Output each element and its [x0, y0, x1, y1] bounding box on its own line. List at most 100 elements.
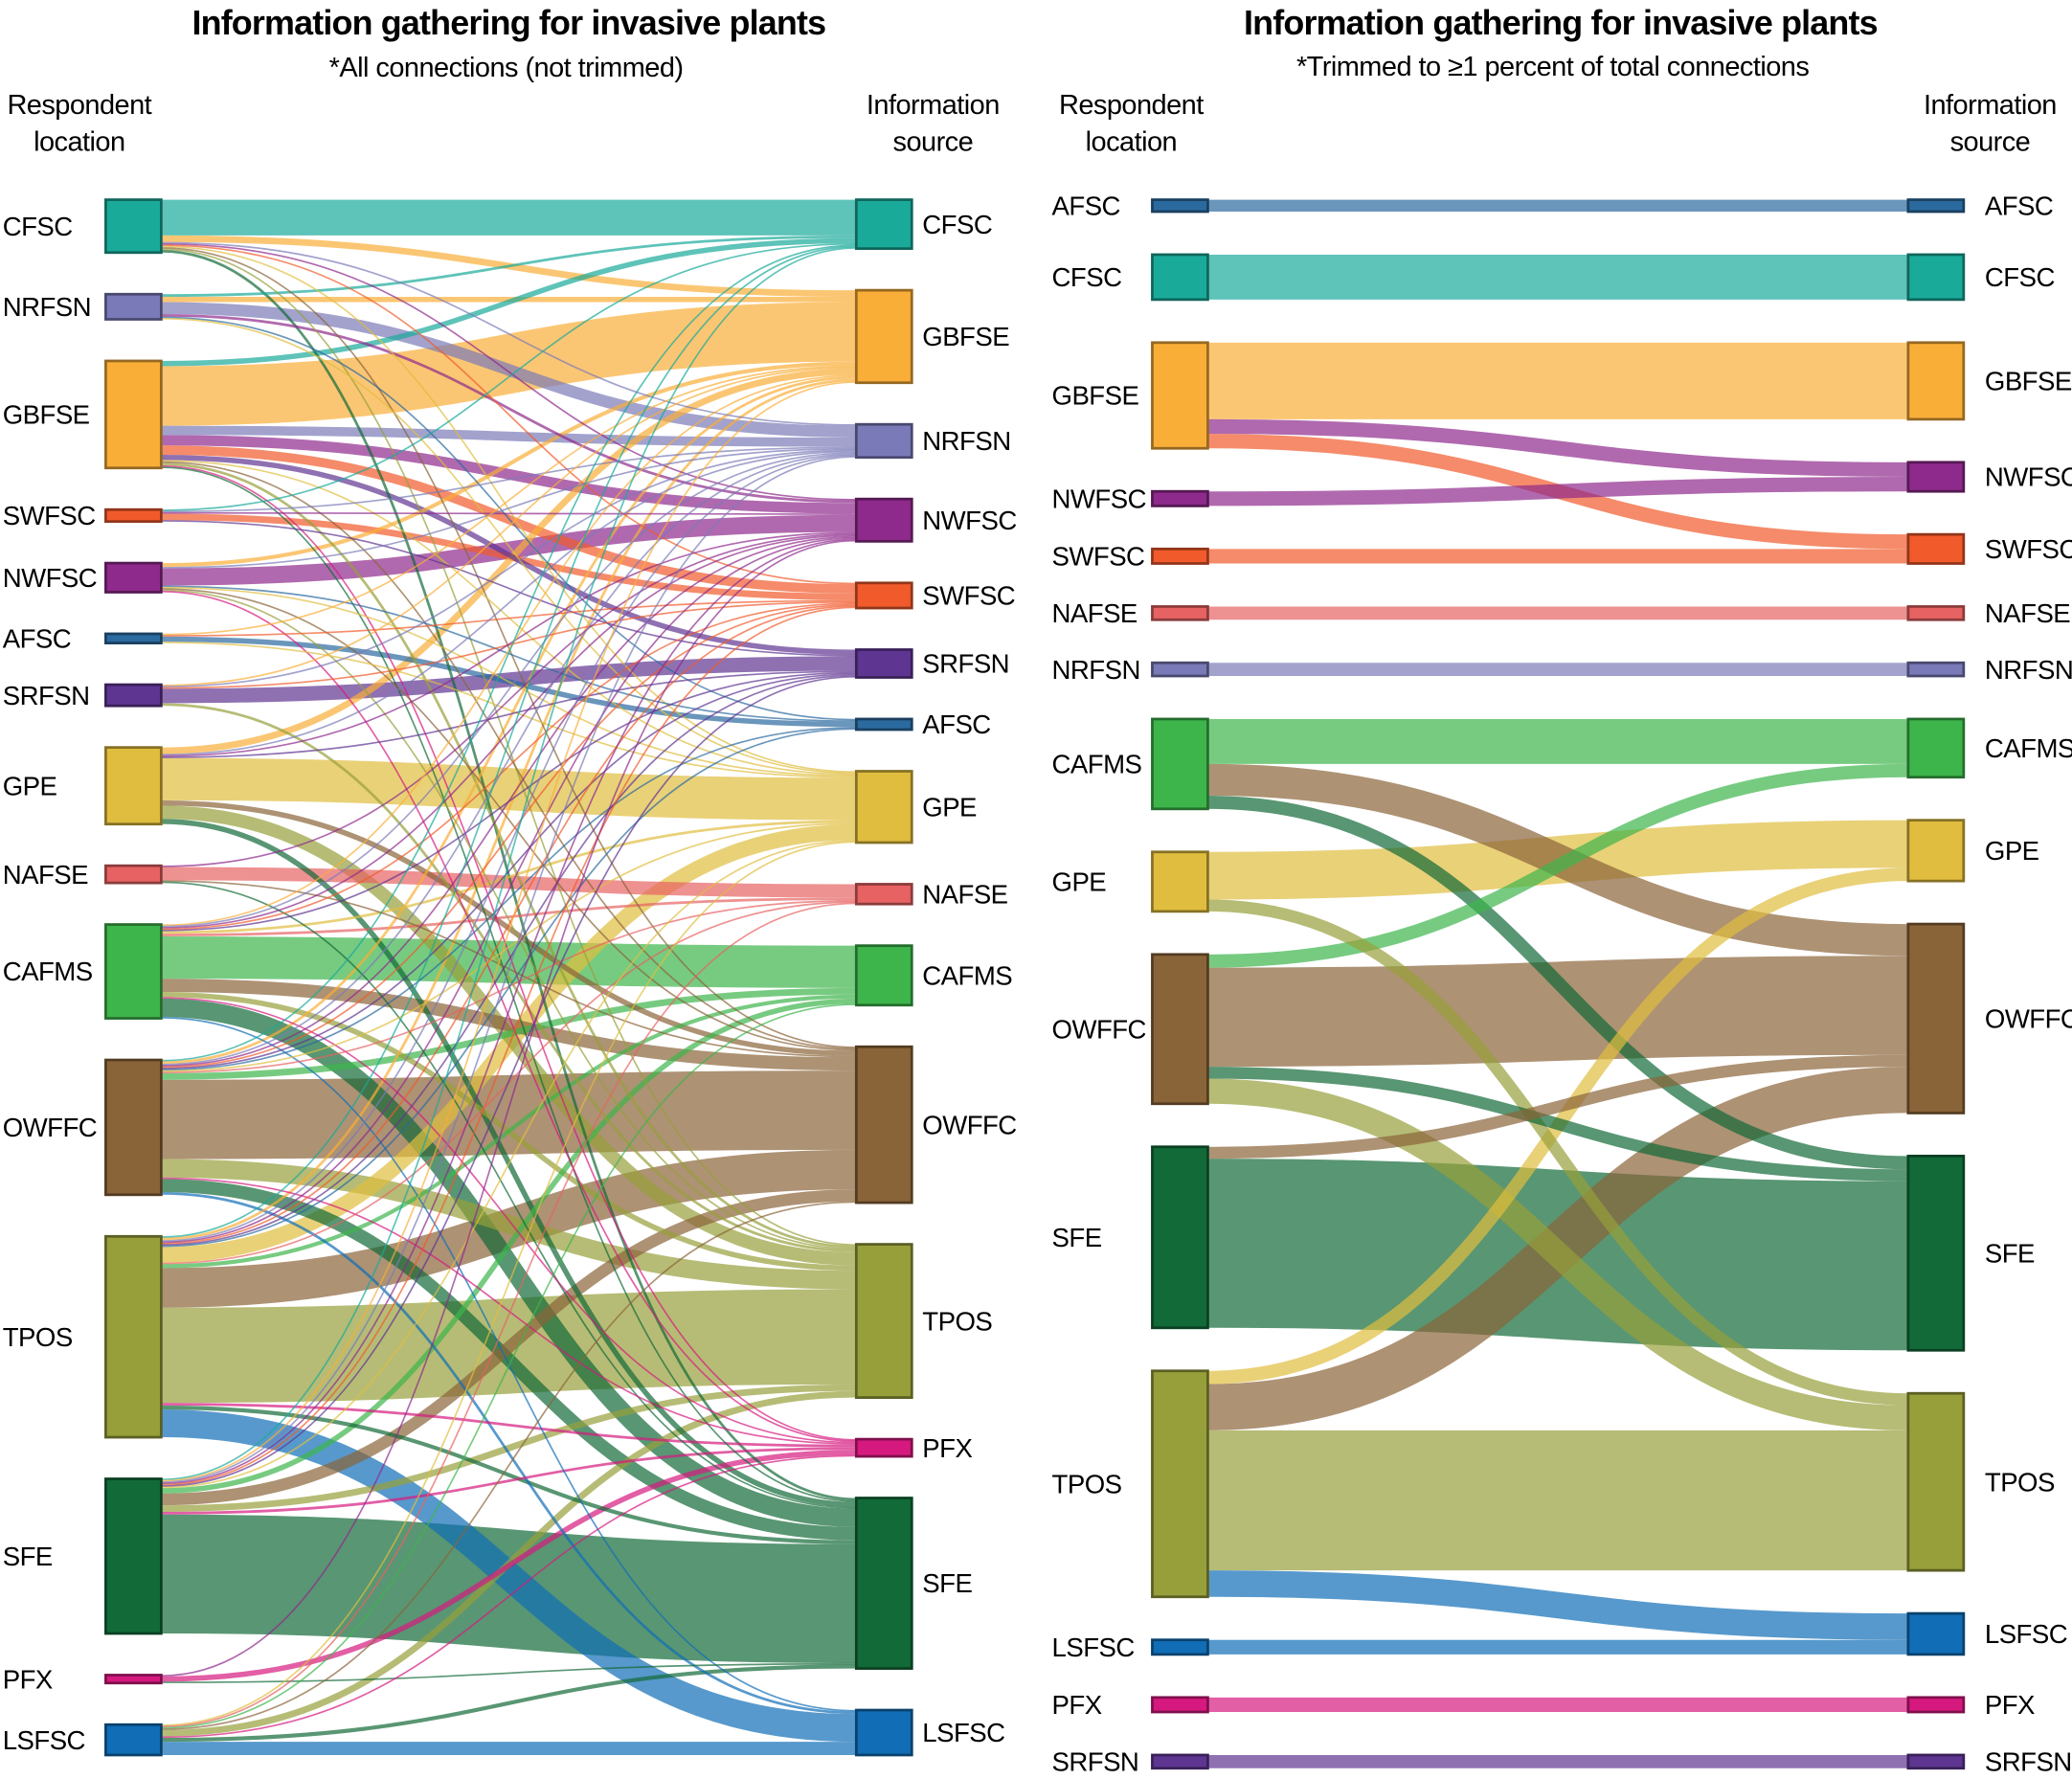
link-owffc-to-cafms: [161, 987, 857, 1080]
link-srfsn-to-tpos: [161, 703, 857, 1252]
source-node-label: TPOS: [1985, 1467, 2055, 1497]
link-owffc-to-sfe: [1207, 1067, 1908, 1182]
link-owffc-to-srfsn: [161, 673, 857, 1070]
source-node-label: GBFSE: [1985, 367, 2072, 396]
link-sfe-to-gbfse: [161, 381, 857, 1482]
right-header-line2: source: [1950, 127, 2031, 158]
left-header-line2: location: [1086, 127, 1177, 158]
link-nafse-to-sfe: [161, 881, 857, 1509]
respondent-node-label: PFX: [3, 1664, 53, 1694]
link-tpos-to-nrfsn: [161, 454, 857, 1242]
source-node-label: PFX: [922, 1433, 972, 1463]
source-node-gbfse: [1906, 341, 1966, 421]
respondent-node-label: CFSC: [3, 212, 73, 241]
chart-title: Information gathering for invasive plant…: [1244, 4, 1878, 42]
source-node-label: AFSC: [922, 709, 990, 739]
respondent-node-label: SWFSC: [3, 501, 96, 530]
link-gpe-to-gpe: [161, 757, 857, 821]
respondent-node-label: SRFSN: [1052, 1747, 1139, 1777]
link-owffc-to-tpos: [1207, 1078, 1908, 1430]
link-nrfsn-to-nwfsc: [161, 313, 857, 504]
link-owffc-to-owffc: [161, 1070, 857, 1160]
link-cfsc-to-gpe: [161, 245, 857, 773]
link-cafms-to-swfsc: [161, 602, 857, 931]
link-owffc-to-gpe: [161, 822, 857, 1072]
respondent-node-label: AFSC: [3, 623, 71, 653]
source-node-cafms: [1906, 717, 1966, 779]
source-node-lsfsc: [854, 1708, 913, 1757]
link-nwfsc-to-gbfse: [161, 361, 857, 568]
respondent-node-pfx: [104, 1674, 163, 1685]
source-node-label: PFX: [1985, 1690, 2035, 1720]
link-cafms-to-nafse: [161, 897, 857, 936]
source-node-label: OWFFC: [922, 1110, 1016, 1139]
source-node-label: OWFFC: [1985, 1003, 2072, 1033]
source-node-label: GBFSE: [922, 322, 1009, 351]
source-node-label: CFSC: [1985, 262, 2055, 292]
respondent-node-label: GBFSE: [3, 400, 90, 430]
source-node-label: TPOS: [922, 1306, 992, 1336]
right-header-line2: source: [893, 127, 974, 158]
source-node-label: SWFSC: [1985, 534, 2072, 564]
link-sfe-to-nwfsc: [161, 538, 857, 1485]
link-sfe-to-srfsn: [161, 675, 857, 1487]
source-node-label: SRFSN: [1985, 1747, 2072, 1777]
link-nwfsc-to-nwfsc: [161, 514, 857, 586]
source-node-label: LSFSC: [922, 1718, 1004, 1747]
respondent-node-owffc: [104, 1058, 163, 1197]
respondent-node-nafse: [1151, 605, 1209, 621]
respondent-node-tpos: [1151, 1369, 1209, 1599]
respondent-node-label: LSFSC: [1052, 1633, 1135, 1662]
link-owffc-to-nwfsc: [161, 535, 857, 1068]
respondent-node-label: AFSC: [1052, 191, 1120, 220]
right-header-line1: Information: [867, 90, 1000, 121]
source-node-label: SFE: [922, 1568, 972, 1598]
source-node-srfsn: [854, 648, 913, 679]
source-node-label: SRFSN: [922, 649, 1009, 679]
respondent-node-label: OWFFC: [3, 1113, 97, 1142]
source-node-label: SFE: [1985, 1238, 2035, 1268]
link-cfsc-to-tpos: [161, 248, 857, 1247]
respondent-node-cfsc: [104, 198, 163, 255]
respondent-node-label: SWFSC: [1052, 542, 1145, 572]
link-tpos-to-srfsn: [161, 674, 857, 1247]
respondent-node-label: CAFMS: [1052, 750, 1142, 779]
link-gbfse-to-srfsn: [161, 454, 857, 656]
link-afsc-to-swfsc: [161, 599, 857, 637]
link-pfx-to-pfx: [161, 1450, 857, 1682]
link-sfe-to-swfsc: [161, 606, 857, 1486]
links: [1207, 199, 1908, 1768]
respondent-node-label: NAFSE: [3, 860, 88, 890]
link-cafms-to-lsfsc: [161, 1017, 857, 1712]
source-node-label: NRFSN: [1985, 655, 2072, 685]
source-node-owffc: [1906, 922, 1966, 1115]
respondent-node-label: NRFSN: [1052, 655, 1140, 685]
respondent-node-lsfsc: [104, 1723, 163, 1757]
link-cafms-to-nwfsc: [161, 534, 857, 929]
source-node-tpos: [854, 1243, 913, 1400]
respondent-node-label: NAFSE: [1052, 598, 1137, 628]
respondent-node-cfsc: [1151, 253, 1209, 302]
source-node-label: SWFSC: [922, 581, 1015, 611]
link-nrfsn-to-gpe: [161, 317, 857, 775]
link-nwfsc-to-nwfsc: [1207, 477, 1908, 507]
link-cfsc-to-swfsc: [161, 244, 857, 585]
source-node-gpe: [854, 770, 913, 844]
respondent-node-afsc: [1151, 198, 1209, 214]
source-node-tpos: [1906, 1391, 1966, 1572]
link-tpos-to-swfsc: [161, 605, 857, 1245]
source-node-nwfsc: [1906, 461, 1966, 493]
link-owffc-to-tpos: [161, 1159, 857, 1290]
link-owffc-to-afsc: [161, 727, 857, 1071]
link-tpos-to-gbfse: [161, 378, 857, 1241]
source-node-gbfse: [854, 288, 913, 385]
right-header-line1: Information: [1924, 90, 2057, 121]
link-sfe-to-gpe: [161, 840, 857, 1489]
link-gpe-to-gbfse: [161, 368, 857, 754]
link-owffc-to-lsfsc: [161, 1192, 857, 1715]
source-node-lsfsc: [1906, 1611, 1966, 1656]
source-node-pfx: [854, 1437, 913, 1458]
respondent-node-nrfsn: [1151, 661, 1209, 678]
link-sfe-to-cfsc: [161, 247, 857, 1481]
source-node-swfsc: [854, 581, 913, 610]
